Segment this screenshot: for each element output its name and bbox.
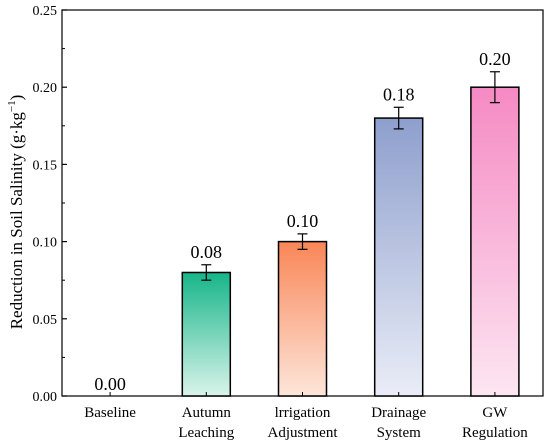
y-tick-label: 0.00	[33, 390, 58, 405]
bar	[373, 117, 424, 397]
y-axis-ticks: 0.00 0.05 0.10 0.15 0.20 0.25	[33, 4, 67, 405]
x-tick-label: System	[377, 425, 422, 441]
x-tick-label: Adjustment	[268, 425, 339, 441]
bars: 0.00 0.08 0.10 0.18 0.20	[94, 49, 520, 397]
data-label: 0.10	[287, 211, 319, 231]
x-tick-label: GW	[482, 405, 508, 421]
data-label: 0.20	[479, 49, 511, 69]
data-label: 0.18	[383, 84, 415, 104]
x-axis-labels: Baseline Autumn Leaching lrrigation Adjustme…	[84, 392, 528, 441]
y-tick-label: 0.05	[33, 313, 58, 328]
y-tick-label: 0.25	[33, 4, 58, 19]
bar	[181, 271, 232, 397]
y-tick-label: 0.10	[33, 236, 58, 251]
y-axis-label-exp: −1	[6, 100, 18, 112]
y-axis-label-main: Reduction in Soil Salinity (g·kg	[7, 112, 26, 330]
y-axis-label-close: )	[7, 95, 26, 101]
y-axis-label: Reduction in Soil Salinity (g·kg−1)	[6, 95, 26, 330]
bar	[470, 86, 520, 397]
x-tick-label: lrrigation	[275, 405, 331, 421]
y-tick-label: 0.20	[33, 81, 58, 96]
data-label: 0.08	[191, 242, 223, 262]
x-tick-label: Regulation	[462, 425, 528, 441]
x-tick-label: Baseline	[84, 405, 136, 421]
x-tick-label: Leaching	[178, 425, 234, 441]
data-label: 0.00	[94, 374, 126, 394]
bar	[277, 240, 328, 397]
x-tick-label: Autumn	[182, 405, 232, 421]
x-tick-label: Drainage	[371, 405, 426, 421]
y-tick-label: 0.15	[33, 158, 58, 173]
